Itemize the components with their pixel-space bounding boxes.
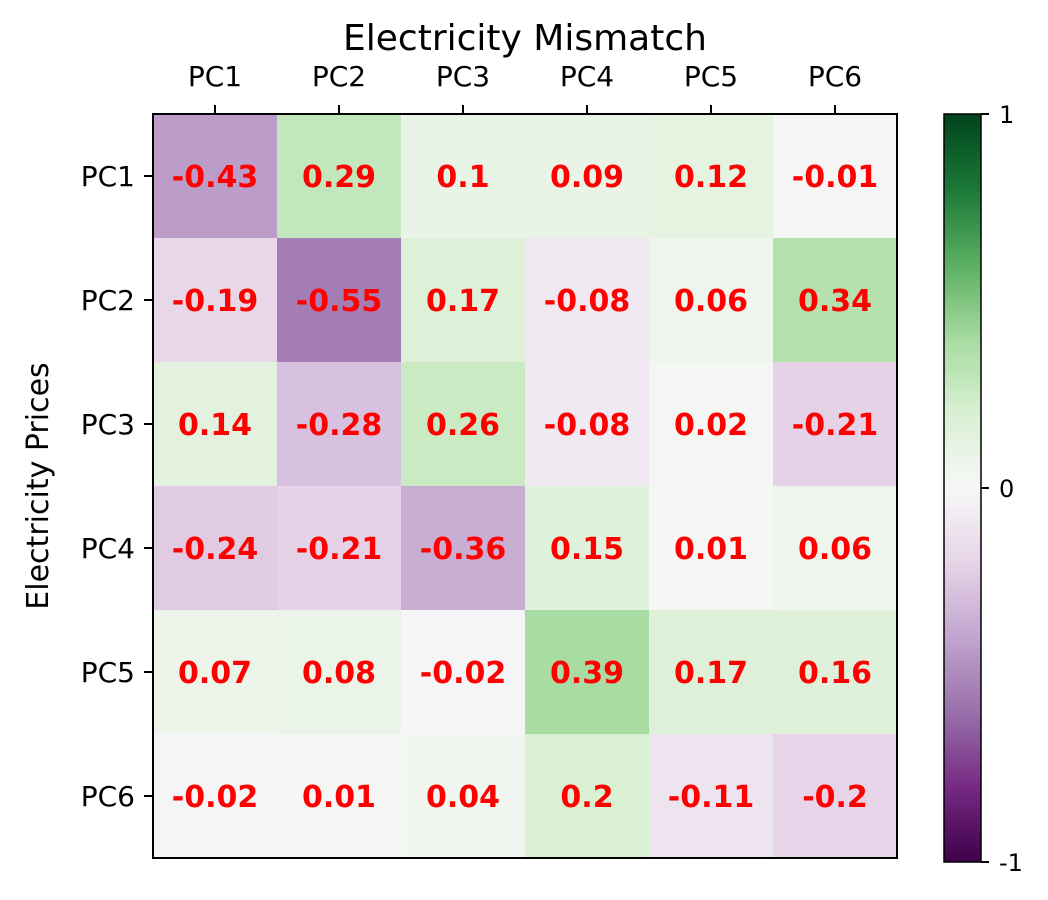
cell-value-label: -0.2	[802, 780, 868, 815]
cell-value-label: -0.01	[792, 160, 878, 195]
heatmap-cell	[277, 610, 401, 734]
heatmap-cell	[153, 238, 277, 362]
heatmap-cell	[277, 238, 401, 362]
heatmap-cell	[401, 238, 525, 362]
cell-value-label: -0.19	[172, 284, 258, 319]
heatmap-cell	[401, 486, 525, 610]
heatmap-cell	[525, 610, 649, 734]
heatmap-cell	[153, 610, 277, 734]
heatmap-cell	[649, 486, 773, 610]
cell-value-label: 0.01	[674, 532, 748, 567]
cell-value-label: -0.36	[420, 532, 506, 567]
cell-value-label: -0.08	[544, 284, 630, 319]
heatmap-cell	[649, 734, 773, 858]
heatmap-cell	[153, 734, 277, 858]
cell-value-label: 0.12	[674, 160, 748, 195]
cell-value-label: 0.17	[674, 656, 748, 691]
heatmap-cell	[525, 362, 649, 486]
x-tick-label: PC2	[312, 60, 366, 93]
cell-value-label: -0.02	[172, 780, 258, 815]
y-tick-label: PC5	[81, 656, 135, 689]
heatmap-cell	[773, 362, 897, 486]
cell-value-label: 0.39	[550, 656, 624, 691]
cell-value-label: 0.02	[674, 408, 748, 443]
cell-value-label: -0.43	[172, 160, 258, 195]
cell-value-label: 0.16	[798, 656, 872, 691]
heatmap-cell	[773, 238, 897, 362]
heatmap-cell	[401, 734, 525, 858]
heatmap-cell	[649, 362, 773, 486]
cell-value-label: 0.26	[426, 408, 500, 443]
x-tick-label: PC4	[560, 60, 614, 93]
heatmap-cell	[277, 114, 401, 238]
colorbar-tick-label: 0	[999, 475, 1014, 503]
cell-value-label: 0.15	[550, 532, 624, 567]
y-tick-label: PC4	[81, 532, 135, 565]
cell-value-label: -0.21	[792, 408, 878, 443]
cell-value-label: -0.08	[544, 408, 630, 443]
heatmap-cell	[649, 114, 773, 238]
y-tick-label: PC6	[81, 780, 135, 813]
x-tick-label: PC5	[684, 60, 738, 93]
heatmap-cell	[649, 238, 773, 362]
cell-value-label: 0.07	[178, 656, 252, 691]
heatmap-cell	[401, 610, 525, 734]
cell-value-label: 0.06	[674, 284, 748, 319]
x-axis-ticks: PC1 PC2 PC3 PC4 PC5 PC6	[188, 60, 862, 114]
heatmap-cell	[773, 610, 897, 734]
cell-value-label: -0.21	[296, 532, 382, 567]
heatmap-cell	[401, 362, 525, 486]
heatmap-cell	[277, 486, 401, 610]
x-tick-label: PC6	[808, 60, 862, 93]
cell-value-label: -0.24	[172, 532, 258, 567]
heatmap-cell	[401, 114, 525, 238]
colorbar-tick-label: -1	[999, 849, 1023, 877]
cell-value-label: -0.55	[296, 284, 382, 319]
cell-value-label: 0.17	[426, 284, 500, 319]
y-axis-label: Electricity Prices	[21, 362, 56, 609]
cell-value-label: 0.06	[798, 532, 872, 567]
x-tick-label: PC1	[188, 60, 242, 93]
heatmap-cell	[649, 610, 773, 734]
heatmap-cell	[153, 486, 277, 610]
cell-value-label: 0.08	[302, 656, 376, 691]
y-tick-label: PC2	[81, 284, 135, 317]
cell-value-label: -0.11	[668, 780, 754, 815]
heatmap-cell	[153, 114, 277, 238]
cell-value-label: 0.14	[178, 408, 252, 443]
heatmap-cell	[525, 114, 649, 238]
heatmap-cell	[773, 734, 897, 858]
y-tick-label: PC3	[81, 408, 135, 441]
heatmap-cell	[773, 486, 897, 610]
heatmap-cell	[525, 486, 649, 610]
heatmap-value-labels: -0.43 0.29 0.1 0.09 0.12 -0.01 -0.19 -0.55 0.17 -…	[172, 160, 878, 815]
cell-value-label: -0.02	[420, 656, 506, 691]
colorbar-ticks: 1 0 -1	[981, 101, 1023, 877]
y-axis-ticks: PC1 PC2 PC3 PC4 PC5 PC6	[81, 160, 153, 813]
cell-value-label: 0.34	[798, 284, 872, 319]
colorbar	[943, 113, 982, 863]
x-tick-label: PC3	[436, 60, 490, 93]
heatmap-cell	[153, 362, 277, 486]
heatmap-cell	[277, 734, 401, 858]
heatmap-cells	[153, 114, 897, 858]
cell-value-label: 0.2	[560, 780, 613, 815]
heatmap-cell	[525, 734, 649, 858]
chart-title: Electricity Mismatch	[343, 18, 707, 59]
cell-value-label: 0.1	[436, 160, 489, 195]
heatmap-cell	[277, 362, 401, 486]
cell-value-label: 0.01	[302, 780, 376, 815]
cell-value-label: 0.04	[426, 780, 500, 815]
heatmap-cell	[525, 238, 649, 362]
cell-value-label: 0.29	[302, 160, 376, 195]
cell-value-label: 0.09	[550, 160, 624, 195]
heatmap-cell	[773, 114, 897, 238]
cell-value-label: -0.28	[296, 408, 382, 443]
y-tick-label: PC1	[81, 160, 135, 193]
colorbar-tick-label: 1	[999, 101, 1014, 129]
plot-frame	[152, 113, 898, 859]
